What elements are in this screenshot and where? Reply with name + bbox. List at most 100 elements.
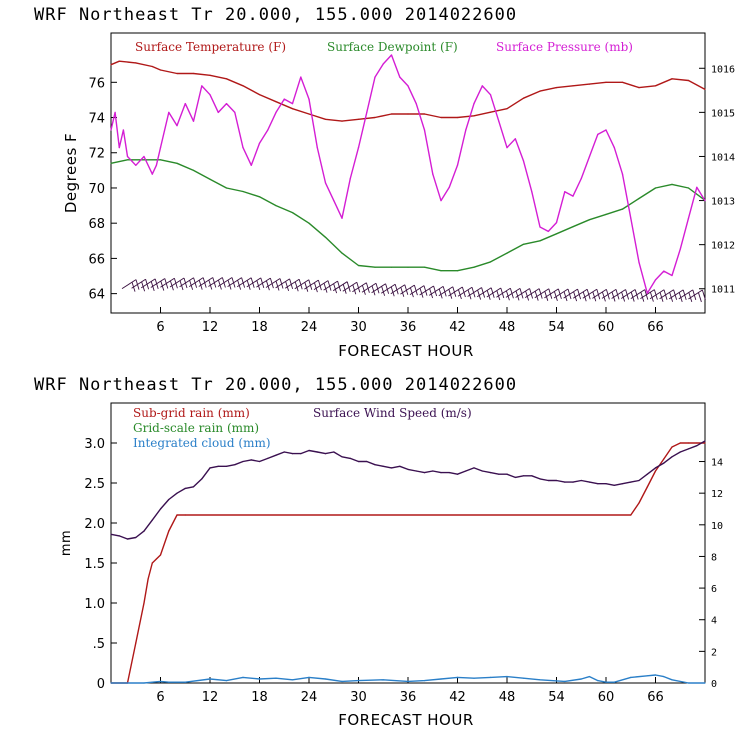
data-point (308, 222, 310, 224)
data-point (267, 457, 269, 459)
data-point (176, 492, 178, 494)
data-point (687, 79, 690, 82)
wind-barb (659, 289, 674, 300)
wind-barb-flag (346, 281, 351, 292)
wind-barb (140, 278, 156, 289)
wind-barb (361, 282, 377, 293)
wind-barb-flag (237, 279, 242, 290)
data-point (489, 261, 492, 263)
data-point (407, 85, 409, 87)
temperature-chart: WRF Northeast Tr 20.000, 155.000 2014022… (34, 5, 735, 360)
legend-wind-speed: Surface Wind Speed (m/s) (313, 406, 472, 420)
data-point (448, 186, 450, 188)
wind-barb-flag (385, 283, 390, 294)
data-point (423, 472, 426, 474)
data-point (114, 111, 116, 113)
data-point (159, 508, 162, 510)
data-point (646, 486, 648, 488)
data-point (473, 115, 475, 117)
data-point (663, 462, 665, 464)
x-tick-label-top: 6 (156, 320, 164, 335)
y2-tick-label-bottom: 12 (711, 489, 723, 500)
data-point (209, 678, 211, 680)
data-point (209, 74, 211, 76)
data-point (366, 111, 368, 113)
wind-barb-flag (630, 291, 635, 302)
data-point (225, 78, 228, 80)
y2-tick-label-bottom: 6 (711, 584, 717, 595)
data-point (613, 147, 615, 149)
x-tick-label-top: 18 (251, 320, 268, 335)
wind-barb-flag (438, 288, 443, 299)
legend-pressure: Surface Pressure (mb) (496, 40, 633, 54)
data-point (407, 468, 409, 470)
wind-barb (409, 285, 425, 295)
wind-barb (467, 287, 482, 297)
wind-barb (275, 278, 290, 289)
data-point (135, 62, 137, 64)
data-point (654, 85, 657, 87)
x-tick-label-bottom: 24 (301, 690, 318, 705)
data-point (580, 678, 582, 680)
y-tick-label-top: 74 (88, 112, 105, 127)
wind-barb-flag (640, 291, 645, 302)
data-point (324, 236, 327, 238)
data-point (357, 147, 360, 149)
data-point (506, 147, 508, 149)
wind-barb (284, 278, 300, 289)
data-point (432, 470, 434, 472)
data-point (630, 481, 632, 483)
data-point (506, 473, 508, 475)
data-point (605, 213, 607, 215)
data-point (704, 440, 706, 442)
data-point (473, 103, 475, 105)
wind-barb (563, 288, 578, 299)
series-line-surface-wind-speed-m-s (110, 440, 706, 540)
data-point (300, 453, 302, 455)
wind-barb (572, 288, 588, 299)
x-tick-label-top: 48 (499, 320, 516, 335)
data-point (390, 113, 393, 115)
data-point (621, 81, 624, 83)
data-point (151, 681, 153, 683)
wind-barb (160, 277, 175, 288)
wind-barb-flag (448, 289, 453, 299)
wind-barb-flag (365, 282, 370, 293)
data-point (159, 147, 162, 149)
data-point (126, 159, 129, 161)
x-tick-label-top: 30 (350, 320, 367, 335)
wind-barb-flag (371, 285, 376, 296)
data-point (341, 217, 343, 219)
data-point (654, 187, 657, 189)
data-point (283, 98, 285, 100)
wind-barb (294, 279, 310, 290)
data-point (168, 681, 170, 683)
x-tick-label-bottom: 42 (449, 690, 466, 705)
y-tick-label-top: 72 (88, 147, 105, 162)
wind-barb (313, 280, 329, 291)
data-point (176, 72, 178, 75)
wind-barb (332, 281, 348, 292)
data-point (341, 120, 343, 122)
x-tick-label-bottom: 18 (251, 690, 268, 705)
y-tick-label-top: 68 (88, 217, 105, 232)
data-point (382, 679, 384, 681)
x-tick-label-bottom: 36 (400, 690, 417, 705)
data-point (605, 681, 607, 683)
wind-barb (400, 284, 415, 295)
data-point (671, 274, 673, 277)
data-point (283, 451, 285, 453)
chart-title-top: WRF Northeast Tr 20.000, 155.000 2014022… (34, 5, 517, 25)
data-point (225, 680, 228, 682)
data-point (382, 63, 384, 65)
data-point (333, 200, 335, 202)
x-tick-label-top: 24 (301, 320, 318, 335)
data-point (349, 457, 351, 459)
wind-barb-flag (342, 284, 347, 294)
x-axis-label-bottom: FORECAST HOUR (338, 711, 474, 729)
data-point (407, 680, 409, 683)
data-point (687, 442, 690, 444)
wind-barb (592, 288, 607, 299)
wind-barb-flag (217, 279, 222, 290)
data-point (498, 473, 500, 475)
